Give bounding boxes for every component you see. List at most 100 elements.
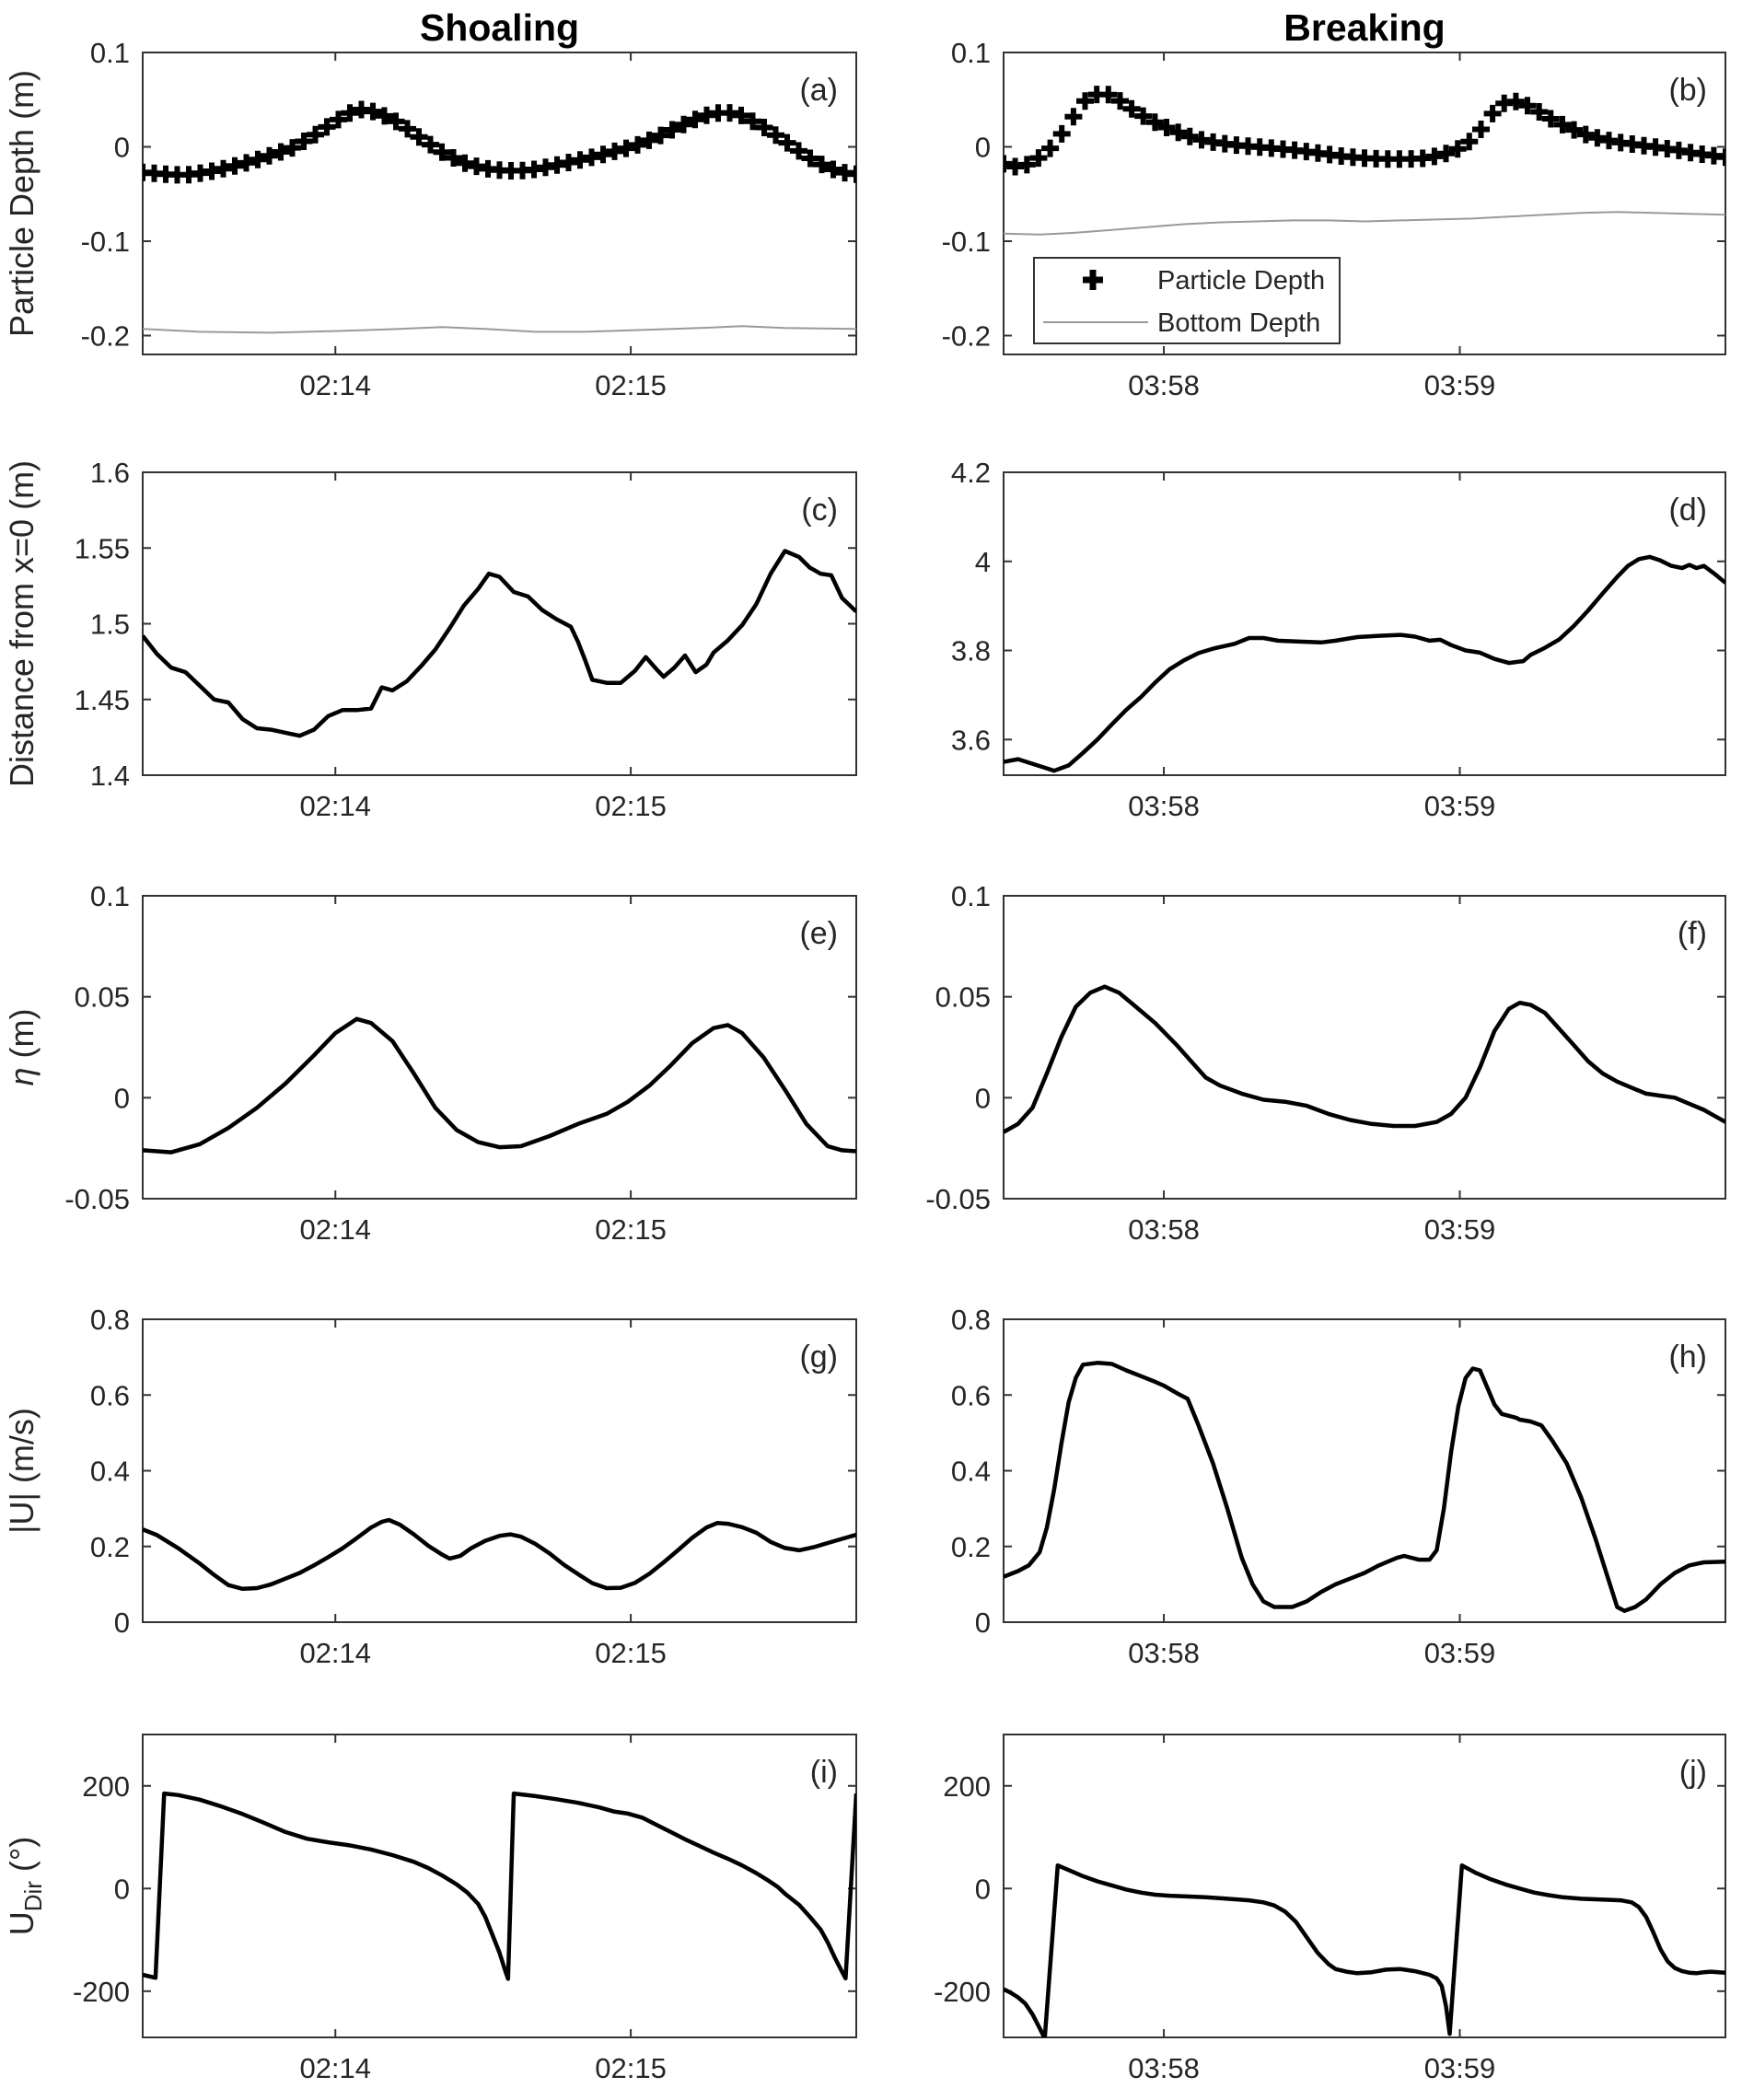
panel-b: Breaking 0.1 0 -0.1 -0.2 03:58 03:59 (b) Particl… [942,6,1726,401]
x-tick-label: 02:14 [299,790,371,822]
panel-letter-j: (j) [1679,1755,1707,1790]
column-title-a: Shoaling [420,6,579,49]
panel-h: 0.8 0.6 0.4 0.2 0 03:58 03:59 (h) [951,1304,1726,1669]
panel-letter-i: (i) [810,1755,838,1790]
y-tick-label: 0.6 [90,1379,130,1411]
y-tick-label: 0 [114,1873,130,1905]
y-tick-label: 4.2 [951,457,991,489]
axis-box [142,1318,857,1623]
x-tick-label: 02:14 [299,2052,371,2084]
axis-box [1003,895,1726,1200]
y-tick-label: 0 [114,1607,130,1639]
y-tick-label: 0.8 [951,1304,991,1336]
panel-f: 0.1 0.05 0 -0.05 03:58 03:59 (f) [925,880,1726,1246]
panel-e: 0.1 0.05 0 -0.05 02:14 02:15 η (m) (e) [3,880,857,1246]
x-tick-label: 02:15 [595,369,667,401]
y-tick-label: 4 [975,546,991,578]
series-speed [143,1517,856,1592]
legend-plus-marker-icon [1083,270,1103,290]
y-tick-label: 3.6 [951,724,991,756]
y-tick-label: -200 [934,1976,991,2008]
x-tick-label: 03:58 [1128,2052,1200,2084]
axis-box [142,895,857,1200]
panel-letter-g: (g) [799,1340,838,1375]
x-tick-label: 03:58 [1128,1637,1200,1669]
y-tick-label: 0 [114,1082,130,1114]
panel-g: 0.8 0.6 0.4 0.2 0 02:14 02:15 |U| (m/s) (g) [3,1304,857,1669]
y-tick-label: 0.2 [90,1531,130,1563]
y-tick-label: 0.1 [90,37,130,69]
y-axis-label: UDir (°) [3,1837,47,1936]
legend-label-particle-depth: Particle Depth [1157,266,1325,296]
y-tick-label: 0.1 [951,880,991,912]
series-particle-depth-markers [143,100,856,184]
y-tick-label: -0.2 [942,320,991,353]
axis-box [1003,52,1726,355]
column-title-b: Breaking [1283,6,1445,49]
x-tick-label: 03:59 [1424,790,1496,822]
y-tick-label: 0.4 [951,1456,991,1488]
series-particle-depth-markers [1004,86,1725,176]
x-tick-label: 03:58 [1128,790,1200,822]
x-tick-label: 03:59 [1424,1637,1496,1669]
x-tick-label: 02:15 [595,2052,667,2084]
y-tick-label: 0.8 [90,1304,130,1336]
legend: Particle Depth Bottom Depth [1033,257,1341,344]
y-tick-label: 1.45 [75,684,130,716]
panel-letter-f: (f) [1678,916,1707,951]
x-tick-label: 02:15 [595,1213,667,1246]
y-tick-label: 0.1 [951,37,991,69]
axis-box [142,1734,857,2038]
x-tick-label: 02:14 [299,1637,371,1669]
y-tick-label: -0.1 [942,226,991,258]
y-axis-label: Particle Depth (m) [3,70,41,337]
y-axis-label: |U| (m/s) [3,1408,41,1534]
y-tick-label: 0.4 [90,1456,130,1488]
panel-letter-c: (c) [801,493,838,528]
y-tick-label: 0.1 [90,880,130,912]
y-tick-label: 0.05 [935,981,991,1014]
y-tick-label: 200 [82,1770,130,1803]
x-tick-label: 03:59 [1424,369,1496,401]
x-tick-label: 02:15 [595,1637,667,1669]
series-eta [143,1016,856,1154]
panel-letter-d: (d) [1668,493,1707,528]
y-tick-label: -200 [73,1976,130,2008]
series-distance-from-x-0 [143,549,856,738]
series-speed [1004,1361,1725,1613]
panel-letter-e: (e) [799,916,838,951]
panel-letter-h: (h) [1668,1340,1707,1375]
series-direction [143,1791,856,1981]
y-tick-label: 3.8 [951,635,991,667]
series-bottom-depth [143,325,856,334]
y-tick-label: 0.2 [951,1531,991,1563]
y-tick-label: 1.4 [90,760,130,792]
x-tick-label: 02:15 [595,790,667,822]
y-tick-label: 0 [975,1607,991,1639]
y-tick-label: -0.2 [81,320,130,353]
x-tick-label: 03:58 [1128,369,1200,401]
panel-j: 200 0 -200 03:58 03:59 (j) [934,1734,1726,2084]
x-tick-label: 03:59 [1424,1213,1496,1246]
y-axis-label: η (m) [3,1009,41,1086]
axis-box [1003,1734,1726,2038]
y-tick-label: 1.5 [90,609,130,641]
series-eta [1004,984,1725,1134]
y-tick-label: -0.1 [81,226,130,258]
legend-label-bottom-depth: Bottom Depth [1157,308,1320,338]
y-tick-label: -0.05 [64,1183,130,1215]
panel-a: Shoaling 0.1 0 -0.1 -0.2 02:14 02:15 Particle D… [3,6,857,401]
panel-letter-a: (a) [799,73,838,108]
x-tick-label: 02:14 [299,1213,371,1246]
x-tick-label: 03:58 [1128,1213,1200,1246]
axis-box [142,471,857,776]
y-tick-label: 0 [975,1082,991,1114]
series-bottom-depth [1004,211,1725,236]
panel-c: 1.6 1.55 1.5 1.45 1.4 02:14 02:15 Distance from… [3,457,857,822]
y-axis-label: Distance from x=0 (m) [3,460,41,787]
panel-i: 200 0 -200 02:14 02:15 UDir (°) (i) [3,1734,857,2084]
legend-box [1033,257,1341,344]
series-distance-from-x-0 [1004,554,1725,773]
